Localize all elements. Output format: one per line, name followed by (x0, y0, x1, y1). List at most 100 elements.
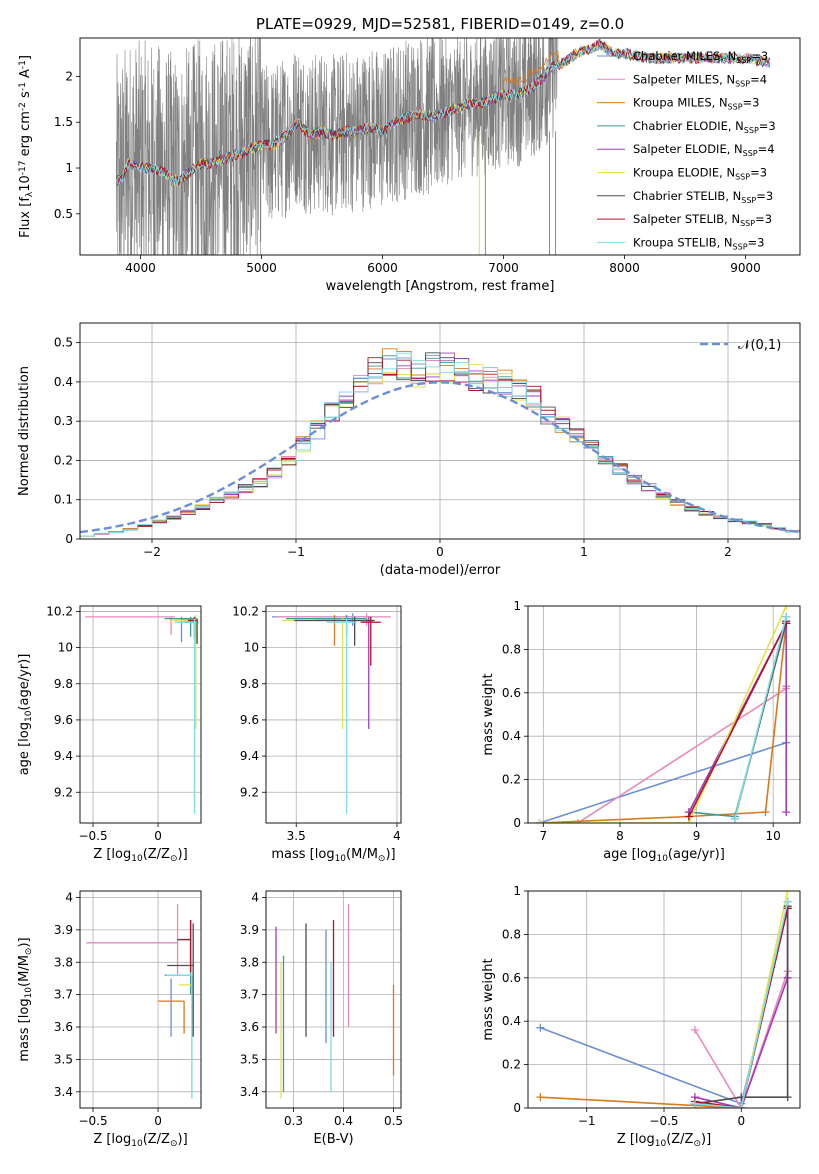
gaussian-curve (80, 381, 800, 534)
x-tick-label: −0.5 (78, 1114, 107, 1128)
weight-marker (690, 1025, 699, 1034)
weight-line-kroupa-elodie (539, 606, 787, 823)
axes-mass-vs-Z: −0.5 0 3.4 3.5 3.6 3.7 3.8 3.9 4 Z [log10(Z/Z⊙)] m… (17, 890, 202, 1149)
weight-marker (730, 814, 739, 823)
axes-mass-vs-EBV: 0.3 0.4 0.5 3.4 3.5 3.6 3.7 3.8 3.9 4 E(B-V) (240, 890, 403, 1147)
x-axis-label: mass [log10(M/M⊙)] (271, 847, 395, 864)
y-tick-label: 10.2 (46, 604, 73, 618)
y-tick-label: 0.1 (54, 493, 73, 507)
errorbar-point (282, 616, 353, 729)
weight-marker (783, 897, 792, 906)
errorbar-point (326, 618, 357, 814)
axes-spectrum: 4000 5000 6000 7000 8000 9000 0.5 1 1.5 2 waveleng… (18, 37, 801, 294)
plot-area (115, 38, 771, 255)
y-tick-label: 1.5 (54, 115, 73, 129)
weight-line-salpeter-stelib (688, 623, 787, 817)
residual-hist-chabrier-stelib (80, 352, 800, 537)
y-tick-label: 0.4 (502, 729, 521, 743)
errorbar-point (165, 974, 193, 1099)
y-tick-label: 3.8 (240, 955, 259, 969)
y-tick-label: 4 (251, 890, 259, 904)
errorbar-point (167, 923, 194, 1037)
y-tick-label: 9.2 (54, 785, 73, 799)
legend-label: 𝒩(0,1) (738, 338, 781, 353)
x-tick-label: 0 (154, 1114, 162, 1128)
x-tick-label: 2 (724, 545, 732, 559)
weight-marker (783, 891, 792, 895)
y-tick-label: 0 (513, 1101, 521, 1115)
model-spectrum-kroupa-stelib (115, 42, 771, 187)
x-tick-label: 0 (436, 545, 444, 559)
legend-label: Kroupa ELODIE, NSSP=3 (633, 166, 767, 182)
weight-marker (690, 1099, 699, 1108)
weight-line-kroupa-stelib (734, 616, 787, 819)
x-tick-label: 7 (540, 829, 548, 843)
model-spectrum-kroupa-miles (115, 43, 771, 187)
y-tick-label: 3.5 (240, 1052, 259, 1066)
y-tick-label: 9.6 (54, 713, 73, 727)
legend-label: Chabrier ELODIE, NSSP=3 (633, 119, 776, 135)
axes-frame (265, 890, 402, 1109)
x-axis-label: wavelength [Angstrom, rest frame] (326, 279, 555, 294)
x-tick-label: −2 (143, 545, 161, 559)
weight-line-chabrier-miles (539, 741, 787, 823)
y-tick-label: 0.8 (502, 642, 521, 656)
y-tick-label: 0.5 (54, 207, 73, 221)
y-tick-label: 9.8 (54, 677, 73, 691)
x-tick-label: 6000 (367, 261, 398, 275)
y-tick-label: 9.4 (54, 749, 73, 763)
weight-marker (783, 1093, 792, 1102)
axes-frame (527, 605, 801, 824)
weight-line-kroupa-elodie (694, 891, 789, 1108)
x-tick-label: 1 (580, 545, 588, 559)
y-tick-label: 9.4 (240, 749, 259, 763)
y-tick-label: 10.2 (232, 604, 259, 618)
plot-area (536, 891, 792, 1108)
y-tick-label: 9.6 (240, 713, 259, 727)
x-axis-label: Z [log10(Z/Z⊙)] (93, 847, 187, 864)
y-tick-label: 4 (65, 890, 73, 904)
x-axis-label: Z [log10(Z/Z⊙)] (93, 1132, 187, 1149)
y-tick-label: 0.4 (502, 1014, 521, 1028)
legend-label: Kroupa STELIB, NSSP=3 (633, 235, 764, 251)
weight-marker (782, 612, 791, 621)
x-tick-label: 0.4 (334, 1114, 353, 1128)
x-tick-label: 9 (693, 829, 701, 843)
x-tick-label: 9000 (730, 261, 761, 275)
x-tick-label: −0.5 (649, 1114, 678, 1128)
errorbar-point (272, 613, 373, 626)
y-tick-label: 3.6 (240, 1020, 259, 1034)
x-tick-label: 8 (616, 829, 624, 843)
y-tick-label: 3.4 (54, 1085, 73, 1099)
errorbar-point (86, 903, 179, 976)
y-tick-label: 0.2 (502, 1058, 521, 1072)
plot-area (86, 903, 194, 1099)
y-tick-label: 0 (513, 816, 521, 830)
errorbar-point (178, 984, 193, 1099)
axes-weight-vs-Z: −1 −0.5 0 0 0.2 0.4 0.6 0.8 1 Z [log10(Z/Z⊙)] mass… (481, 884, 801, 1149)
errorbar-point (276, 613, 391, 626)
x-tick-label: −0.5 (78, 829, 107, 843)
y-axis-label: Normed distribution (17, 366, 32, 496)
errorbar-point (158, 1000, 185, 1034)
residual-hist-kroupa-stelib (80, 352, 800, 537)
y-tick-label: 1 (65, 161, 73, 175)
axes-weight-vs-age: 7 8 9 10 0 0.2 0.4 0.6 0.8 1 age [log10(age/yr)] ma… (481, 599, 801, 864)
y-tick-label: 0.8 (502, 927, 521, 941)
x-tick-label: 3.5 (287, 829, 306, 843)
y-tick-label: 0.4 (54, 375, 73, 389)
weight-marker (782, 606, 791, 610)
weight-line-kroupa-stelib (694, 901, 789, 1108)
errorbar-point (348, 616, 373, 729)
weight-line-kroupa-miles (539, 623, 787, 823)
legend-label: Chabrier STELIB, NSSP=3 (633, 189, 773, 205)
y-axis-label: mass weight (481, 958, 496, 1040)
weight-marker (684, 812, 693, 821)
x-tick-label: −1 (287, 545, 305, 559)
x-tick-label: 0 (737, 1114, 745, 1128)
x-tick-label: 0.3 (284, 1114, 303, 1128)
x-tick-label: 0.5 (384, 1114, 403, 1128)
y-tick-label: 3.5 (54, 1052, 73, 1066)
data-spectrum (116, 38, 559, 255)
plot-area (272, 613, 391, 814)
